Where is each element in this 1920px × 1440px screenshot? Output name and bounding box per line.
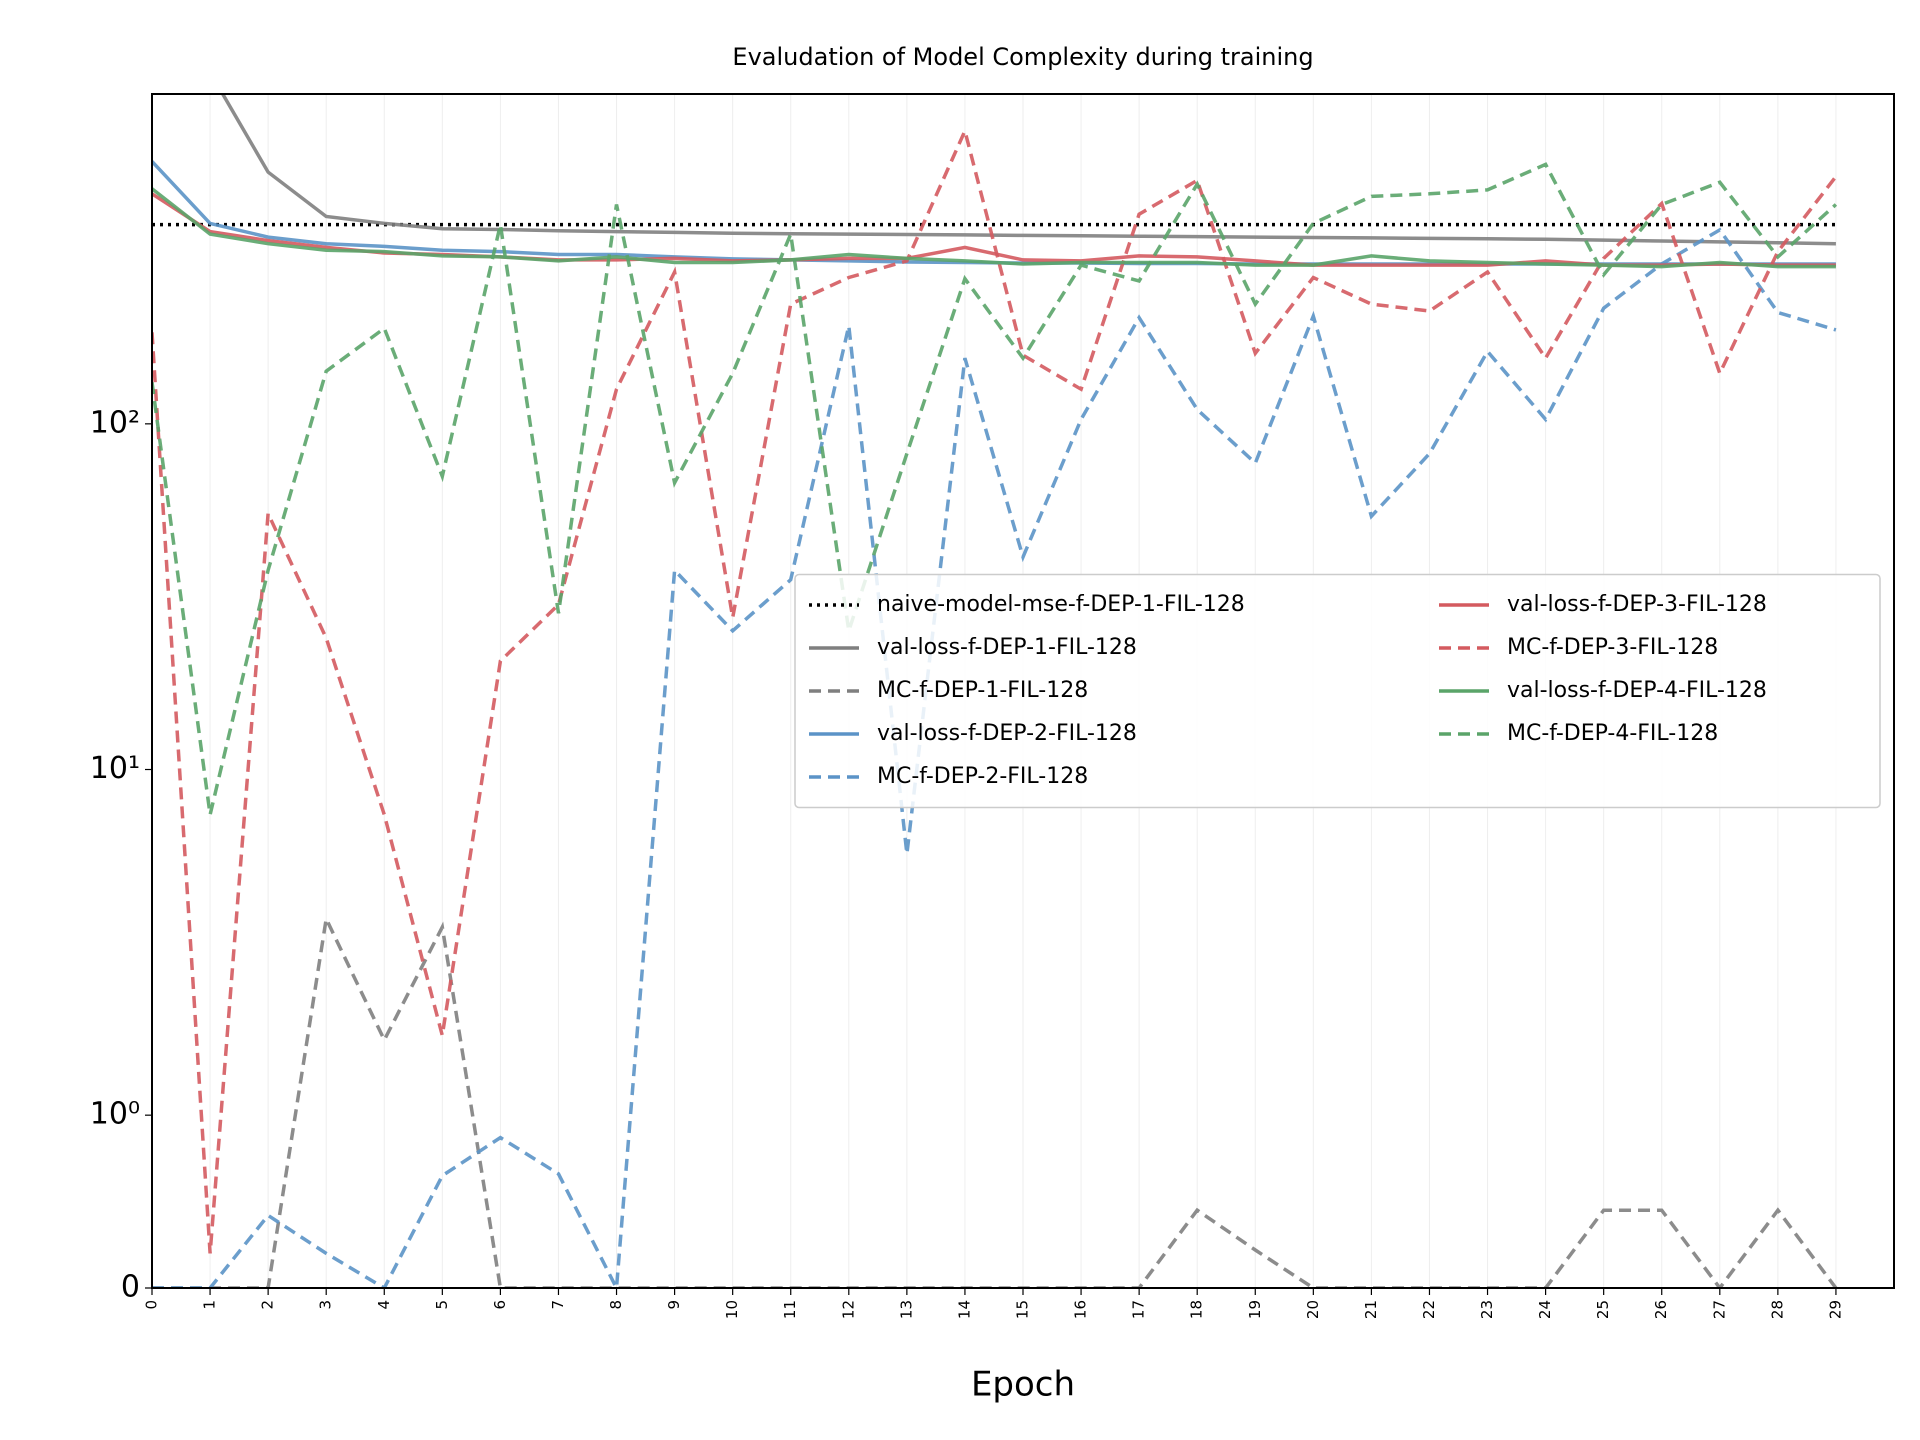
x-tick-label: 21 (1362, 1300, 1380, 1319)
legend: naive-model-mse-f-DEP-1-FIL-128 val-loss-… (794, 573, 1881, 809)
series-line (152, 187, 1836, 269)
series-line (152, 227, 1837, 1288)
x-tick-label: 24 (1536, 1300, 1554, 1319)
x-tick-label: 23 (1478, 1300, 1496, 1319)
x-tick-label: 27 (1710, 1300, 1728, 1319)
x-tick-label: 17 (1130, 1300, 1148, 1319)
legend-label: MC-f-DEP-3-FIL-128 (1507, 635, 1718, 660)
x-tick-label: 26 (1652, 1300, 1670, 1319)
x-tick-label: 20 (1304, 1300, 1322, 1319)
legend-label: MC-f-DEP-2-FIL-128 (877, 764, 1088, 789)
x-tick-label: 13 (897, 1300, 915, 1319)
x-tick-label: 9 (665, 1300, 683, 1310)
x-axis-label: Epoch (971, 1365, 1075, 1405)
legend-label: val-loss-f-DEP-2-FIL-128 (877, 721, 1137, 746)
x-tick-label: 25 (1594, 1300, 1612, 1319)
x-tick-label: 16 (1072, 1300, 1090, 1319)
y-tick-label: 10² (90, 405, 140, 440)
x-tick-label: 1 (201, 1300, 219, 1310)
x-tick-label: 14 (955, 1300, 973, 1319)
legend-box (794, 573, 1881, 809)
x-tick-label: 8 (607, 1300, 625, 1310)
legend-label: naive-model-mse-f-DEP-1-FIL-128 (877, 592, 1245, 617)
x-tick-label: 0 (143, 1300, 161, 1310)
y-tick-label: 10¹ (90, 751, 140, 786)
x-tick-label: 10 (723, 1300, 741, 1319)
x-tick-label: 12 (839, 1300, 857, 1319)
legend-label: MC-f-DEP-4-FIL-128 (1507, 721, 1718, 746)
chart-title: Evaludation of Model Complexity during t… (732, 43, 1313, 71)
x-tick-label: 11 (781, 1300, 799, 1319)
plot-area (152, 94, 1838, 1288)
x-tick-label: 2 (259, 1300, 277, 1310)
x-tick-label: 6 (491, 1300, 509, 1310)
y-tick-label: 0 (121, 1270, 140, 1305)
x-tick-label: 29 (1826, 1300, 1844, 1319)
x-tick-label: 7 (549, 1300, 567, 1310)
series-line (152, 162, 1838, 816)
series-line (220, 94, 1836, 246)
legend-label: val-loss-f-DEP-3-FIL-128 (1507, 592, 1767, 617)
x-tick-label: 3 (317, 1300, 335, 1310)
x-tick-label: 22 (1420, 1300, 1438, 1319)
legend-label: MC-f-DEP-1-FIL-128 (877, 678, 1088, 703)
legend-label: val-loss-f-DEP-1-FIL-128 (877, 635, 1137, 660)
x-tick-label: 15 (1014, 1300, 1032, 1319)
x-tick-label: 18 (1188, 1300, 1206, 1319)
plot-frame (151, 93, 1895, 1289)
x-tick-label: 4 (375, 1300, 393, 1310)
legend-label: val-loss-f-DEP-4-FIL-128 (1507, 678, 1767, 703)
y-tick-label: 10⁰ (90, 1097, 140, 1132)
x-tick-label: 28 (1768, 1300, 1786, 1319)
x-tick-label: 5 (433, 1300, 451, 1310)
x-tick-label: 19 (1246, 1300, 1264, 1319)
series-line (152, 912, 1838, 1288)
